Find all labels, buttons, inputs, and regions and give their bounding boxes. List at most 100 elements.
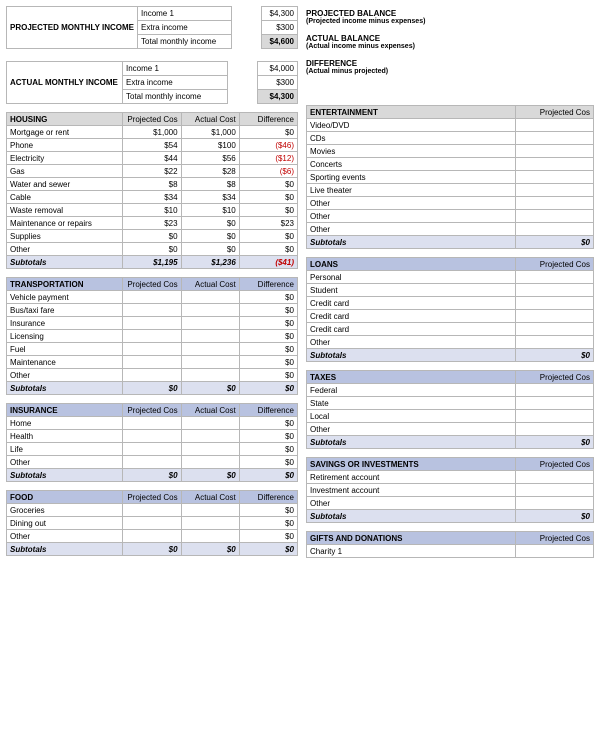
table-row: Other$0$0$0 — [7, 243, 298, 256]
row-name: State — [307, 397, 516, 410]
table-row: Credit card — [307, 297, 594, 310]
row-name: Other — [307, 223, 516, 236]
col-actual: Actual Cost — [181, 491, 239, 504]
section-header: INSURANCEProjected CosActual CostDiffere… — [7, 404, 298, 417]
row-diff: $0 — [239, 430, 297, 443]
table-row: Bus/taxi fare$0 — [7, 304, 298, 317]
col-projected: Projected Cos — [123, 404, 181, 417]
row-act: $28 — [181, 165, 239, 178]
row-name: Investment account — [307, 484, 516, 497]
row-proj — [515, 336, 594, 349]
col-projected: Projected Cos — [123, 491, 181, 504]
difference-title: DIFFERENCE — [306, 59, 594, 68]
row-name: Waste removal — [7, 204, 123, 217]
row-name: Other — [7, 243, 123, 256]
row-proj: $44 — [123, 152, 181, 165]
subtotal-label: Subtotals — [307, 436, 516, 449]
row-diff: $0 — [239, 517, 297, 530]
row-proj — [123, 304, 181, 317]
row-proj — [123, 356, 181, 369]
table-row: State — [307, 397, 594, 410]
row-diff: $0 — [239, 317, 297, 330]
row-act: $100 — [181, 139, 239, 152]
table-row: Retirement account — [307, 471, 594, 484]
row-proj: $54 — [123, 139, 181, 152]
row-name: Video/DVD — [307, 119, 516, 132]
table-row: Groceries$0 — [7, 504, 298, 517]
table-row: Home$0 — [7, 417, 298, 430]
table-row: Other$0 — [7, 530, 298, 543]
row-name: Phone — [7, 139, 123, 152]
row-name: Other — [307, 210, 516, 223]
row-proj — [123, 517, 181, 530]
row-act: $0 — [181, 243, 239, 256]
row-act — [181, 504, 239, 517]
section-header: HOUSINGProjected CosActual CostDifferenc… — [7, 113, 298, 126]
section-table: INSURANCEProjected CosActual CostDiffere… — [6, 403, 298, 482]
row-name: Credit card — [307, 297, 516, 310]
income-row-value: $4,600 — [262, 35, 298, 49]
row-act — [181, 417, 239, 430]
row-act — [181, 530, 239, 543]
row-proj — [515, 210, 594, 223]
row-proj — [515, 132, 594, 145]
subtotal-row: Subtotals$1,195$1,236($41) — [7, 256, 298, 269]
row-diff: ($12) — [239, 152, 297, 165]
row-name: Sporting events — [307, 171, 516, 184]
income-label: PROJECTED MONTHLY INCOME — [7, 7, 138, 49]
table-row: Student — [307, 284, 594, 297]
section-table: ENTERTAINMENTProjected CosVideo/DVDCDsMo… — [306, 105, 594, 249]
row-name: Other — [7, 530, 123, 543]
table-row: Fuel$0 — [7, 343, 298, 356]
row-proj — [515, 197, 594, 210]
section-table: GIFTS AND DONATIONSProjected CosCharity … — [306, 531, 594, 558]
subtotal-proj: $0 — [123, 382, 181, 395]
section-header: TAXESProjected Cos — [307, 371, 594, 384]
subtotal-diff: $0 — [239, 543, 297, 556]
row-diff: $0 — [239, 330, 297, 343]
table-row: Local — [307, 410, 594, 423]
row-proj — [515, 284, 594, 297]
col-difference: Difference — [239, 278, 297, 291]
actual-balance-sub: (Actual income minus expenses) — [306, 43, 594, 50]
row-name: Other — [307, 423, 516, 436]
table-row: Credit card — [307, 323, 594, 336]
row-act — [181, 517, 239, 530]
row-diff: $0 — [239, 417, 297, 430]
row-diff: $0 — [239, 230, 297, 243]
row-act — [181, 317, 239, 330]
row-name: Other — [7, 456, 123, 469]
subtotal-label: Subtotals — [7, 256, 123, 269]
section-title: LOANS — [307, 258, 516, 271]
row-diff: $0 — [239, 369, 297, 382]
col-projected: Projected Cos — [515, 458, 594, 471]
table-row: Maintenance$0 — [7, 356, 298, 369]
table-row: Gas$22$28($6) — [7, 165, 298, 178]
row-diff: $23 — [239, 217, 297, 230]
row-name: Insurance — [7, 317, 123, 330]
row-proj: $1,000 — [123, 126, 181, 139]
row-diff: ($46) — [239, 139, 297, 152]
row-proj — [123, 291, 181, 304]
col-projected: Projected Cos — [123, 113, 181, 126]
section-table: HOUSINGProjected CosActual CostDifferenc… — [6, 112, 298, 269]
row-act: $1,000 — [181, 126, 239, 139]
row-name: Licensing — [7, 330, 123, 343]
row-proj — [123, 430, 181, 443]
section-title: INSURANCE — [7, 404, 123, 417]
section-table: SAVINGS OR INVESTMENTSProjected CosRetir… — [306, 457, 594, 523]
row-proj — [515, 423, 594, 436]
income-table: PROJECTED MONTHLY INCOMEIncome 1$4,300Ex… — [6, 6, 298, 49]
subtotal-proj: $0 — [515, 349, 594, 362]
col-projected: Projected Cos — [515, 106, 594, 119]
row-act — [181, 456, 239, 469]
row-diff: $0 — [239, 443, 297, 456]
row-proj: $0 — [123, 243, 181, 256]
table-row: Insurance $0 — [7, 317, 298, 330]
income-row-value: $300 — [262, 21, 298, 35]
subtotal-diff: ($41) — [239, 256, 297, 269]
subtotal-row: Subtotals$0$0$0 — [7, 469, 298, 482]
row-name: Cable — [7, 191, 123, 204]
table-row: Supplies$0$0$0 — [7, 230, 298, 243]
table-row: Dining out$0 — [7, 517, 298, 530]
